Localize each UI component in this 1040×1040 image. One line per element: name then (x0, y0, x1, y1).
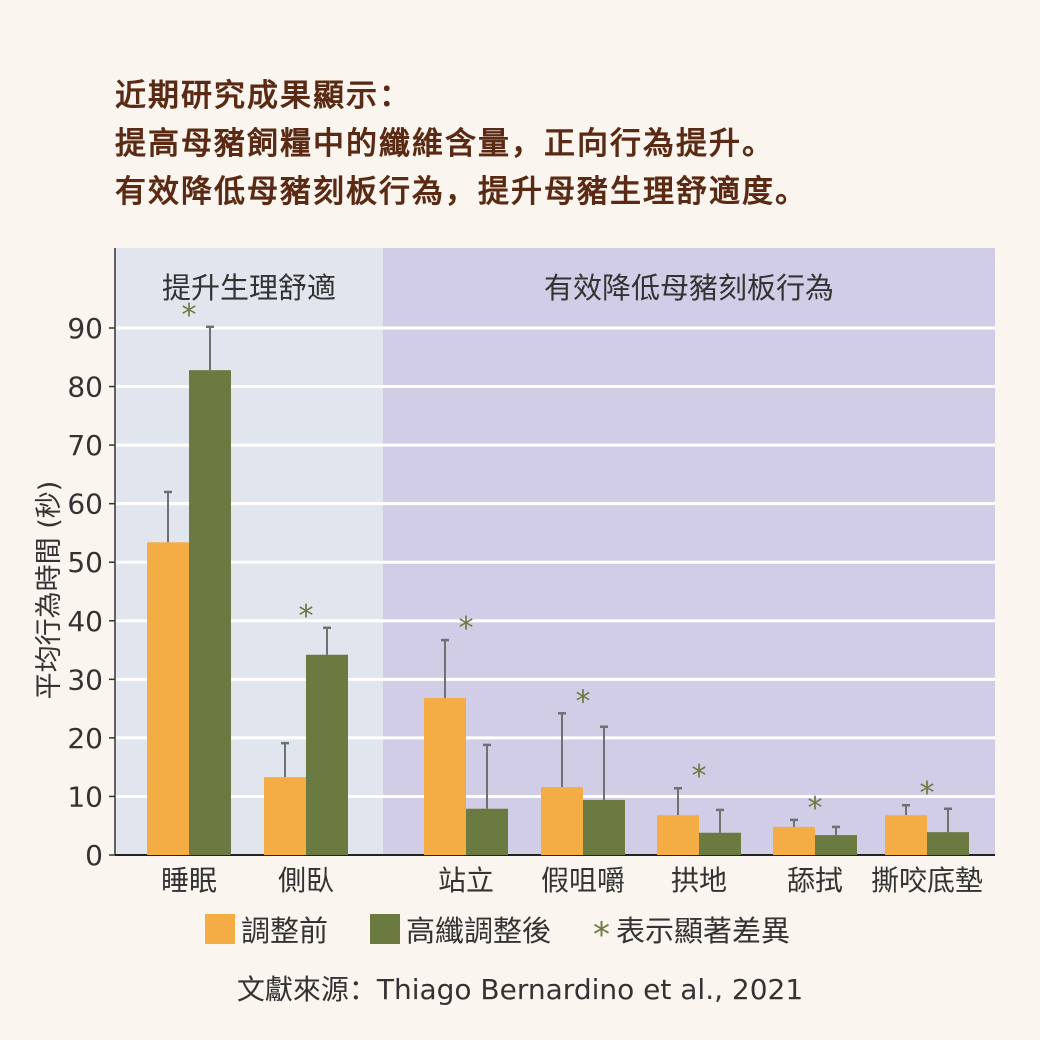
headline: 近期研究成果顯示： 提高母豬飼糧中的纖維含量，正向行為提升。 有效降低母豬刻板行… (115, 72, 808, 216)
source-citation: 文獻來源：Thiago Bernardino et al., 2021 (236, 973, 804, 1006)
y-tick-label: 80 (67, 371, 103, 404)
bar-before (657, 815, 699, 855)
y-tick-label: 90 (67, 312, 103, 345)
bar-before (541, 787, 583, 855)
x-tick-label: 撕咬底墊 (871, 864, 983, 897)
x-tick-label: 假咀嚼 (541, 864, 625, 897)
legend-swatch-before (205, 914, 235, 944)
asterisk-icon: * (593, 915, 611, 955)
y-tick-label: 50 (67, 546, 103, 579)
significance-asterisk: * (299, 599, 314, 634)
bar-after (189, 370, 231, 855)
bar-after (466, 808, 508, 855)
bar-before (264, 777, 306, 855)
bar-before (424, 698, 466, 855)
panel-background-stereotypy (383, 248, 995, 855)
bar-after (306, 654, 348, 855)
x-tick-label: 站立 (438, 864, 494, 897)
significance-asterisk: * (920, 776, 935, 811)
legend-item-after: 高纖調整後 (370, 908, 551, 950)
significance-asterisk: * (808, 791, 823, 826)
panel-label-comfort: 提升生理舒適 (162, 271, 336, 305)
bar-before (773, 826, 815, 855)
headline-line-1: 近期研究成果顯示： (115, 78, 412, 114)
significance-asterisk: * (459, 611, 474, 646)
bar-after (815, 835, 857, 855)
significance-asterisk: * (576, 684, 591, 719)
x-tick-label: 拱地 (671, 864, 727, 897)
y-tick-label: 60 (67, 488, 103, 521)
x-tick-label: 側臥 (278, 864, 334, 897)
y-tick-label: 10 (67, 780, 103, 813)
legend: 調整前 高纖調整後 * 表示顯著差異 (205, 908, 832, 955)
bar-after (927, 832, 969, 855)
bar-before (147, 542, 189, 855)
y-tick-label: 20 (67, 722, 103, 755)
panel-label-stereotypy: 有效降低母豬刻板行為 (544, 271, 834, 305)
y-tick-label: 30 (67, 663, 103, 696)
headline-line-2: 提高母豬飼糧中的纖維含量，正向行為提升。 (115, 126, 775, 162)
significance-asterisk: * (182, 298, 197, 333)
y-tick-label: 40 (67, 605, 103, 638)
significance-asterisk: * (692, 759, 707, 794)
legend-item-significance: * 表示顯著差異 (593, 908, 791, 955)
legend-item-before: 調整前 (205, 908, 328, 950)
y-tick-label: 0 (85, 839, 103, 872)
legend-label-before: 調整前 (241, 914, 329, 948)
headline-line-3: 有效降低母豬刻板行為，提升母豬生理舒適度。 (115, 174, 808, 210)
legend-label-after: 高纖調整後 (406, 914, 552, 948)
legend-label-significance: 表示顯著差異 (616, 914, 791, 948)
y-axis-label: 平均行為時間 (秒) (34, 481, 65, 700)
bar-after (583, 799, 625, 855)
x-tick-label: 舔拭 (787, 864, 843, 897)
y-tick-label: 70 (67, 429, 103, 462)
x-tick-label: 睡眠 (161, 864, 217, 897)
legend-swatch-after (370, 914, 401, 944)
bar-after (699, 832, 741, 855)
bar-before (885, 815, 927, 855)
